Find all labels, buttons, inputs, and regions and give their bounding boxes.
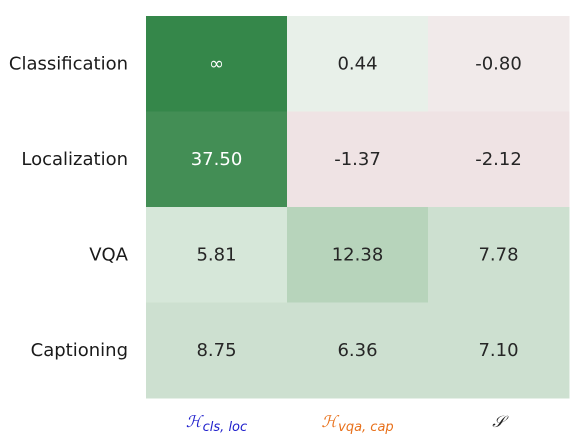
heatmap-cell-r0-c2 [428, 16, 570, 112]
cell-label-r3-c1: 6.36 [337, 340, 377, 361]
cell-label-r1-c0: 37.50 [191, 149, 243, 170]
heatmap-cell-r1-c1 [287, 111, 429, 208]
row-label-classification: Classification [9, 53, 128, 74]
heatmap-cell-r0-c1 [287, 16, 429, 112]
column-label-2: 𝒮 [492, 412, 509, 431]
heatmap-cell-r0-c0 [146, 16, 288, 112]
column-label-1: ℋvqa, cap [321, 412, 393, 435]
cell-label-r2-c1: 12.38 [332, 244, 384, 265]
cell-label-r1-c1: -1.37 [334, 149, 381, 170]
cell-label-r0-c1: 0.44 [337, 53, 377, 74]
heatmap-cell-r3-c0 [146, 302, 288, 399]
row-label-localization: Localization [21, 149, 128, 170]
row-label-vqa: VQA [89, 244, 128, 265]
heatmap-cell-r1-c0 [146, 111, 288, 208]
heatmap-cell-r3-c1 [287, 302, 429, 399]
cell-label-r2-c2: 7.78 [478, 244, 518, 265]
heatmap-cell-r2-c1 [287, 207, 429, 303]
cell-label-r0-c0: ∞ [209, 53, 224, 74]
cell-label-r3-c2: 7.10 [478, 340, 518, 361]
row-label-captioning: Captioning [31, 340, 128, 361]
cell-label-r0-c2: -0.80 [475, 53, 522, 74]
column-label-0: ℋcls, loc [186, 412, 247, 435]
cell-label-r3-c0: 8.75 [196, 340, 236, 361]
cell-label-r1-c2: -2.12 [475, 149, 522, 170]
cell-label-r2-c0: 5.81 [196, 244, 236, 265]
heatmap-cell-r1-c2 [428, 111, 570, 208]
heatmap-cell-r2-c2 [428, 207, 570, 303]
heatmap-cell-r2-c0 [146, 207, 288, 303]
heatmap-cell-r3-c2 [428, 302, 570, 399]
